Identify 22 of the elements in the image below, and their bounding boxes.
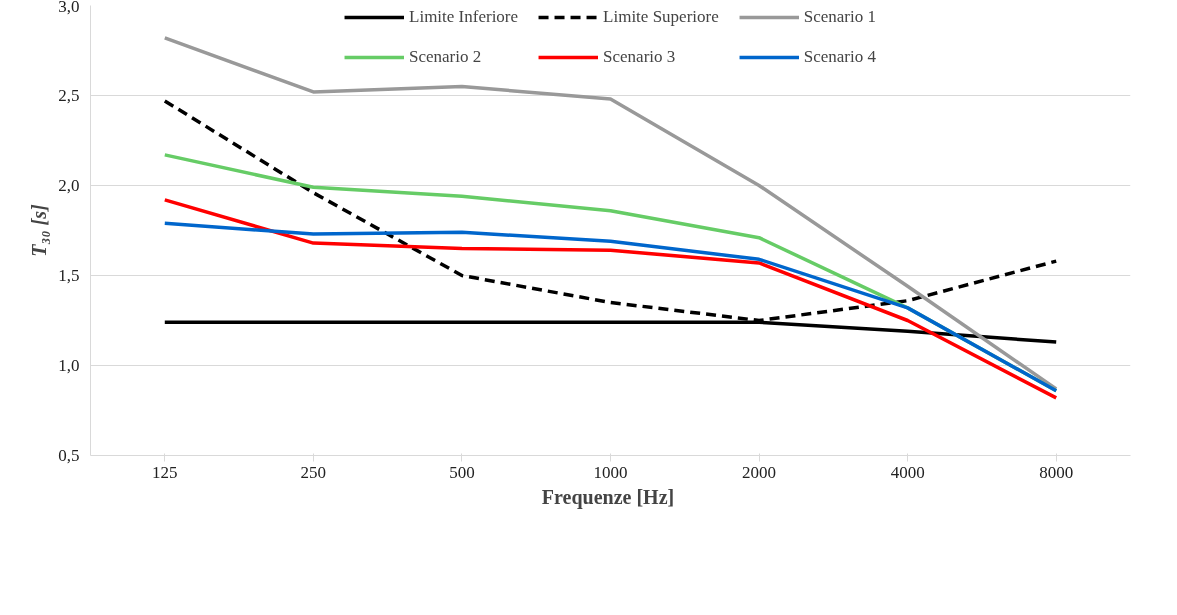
y-axis-title: T₃₀ [s] xyxy=(28,204,51,257)
x-tick-label: 1000 xyxy=(593,462,628,482)
legend-label: Limite Inferiore xyxy=(409,7,519,27)
x-tick-label: 2000 xyxy=(742,462,777,482)
x-tick-label: 4000 xyxy=(890,462,925,482)
x-tick-label: 500 xyxy=(449,462,475,482)
legend-label: Scenario 3 xyxy=(603,47,676,67)
x-axis-title: Frequenze [Hz] xyxy=(541,485,675,509)
legend-label: Scenario 2 xyxy=(409,47,482,67)
legend-label: Limite Superiore xyxy=(603,7,719,27)
y-tick-label: 1,5 xyxy=(58,266,80,285)
line-series xyxy=(163,36,1058,391)
x-tick-label: 125 xyxy=(152,462,178,482)
y-tick-label: 1,0 xyxy=(58,356,80,375)
legend-label: Scenario 4 xyxy=(803,47,876,67)
legend-label: Scenario 1 xyxy=(803,7,876,27)
y-tick-label: 3,0 xyxy=(58,0,80,16)
x-tick-label: 250 xyxy=(300,462,327,482)
x-tick-label: 8000 xyxy=(1039,462,1074,482)
y-tick-label: 2,0 xyxy=(58,176,80,195)
y-tick-label: 2,5 xyxy=(58,86,80,105)
y-tick-label: 0,5 xyxy=(58,446,80,465)
